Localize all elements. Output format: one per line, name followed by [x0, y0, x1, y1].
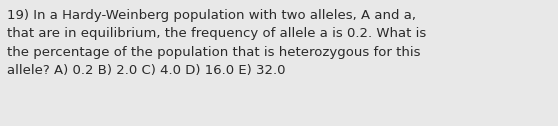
Text: 19) In a Hardy-Weinberg population with two alleles, A and a,
that are in equili: 19) In a Hardy-Weinberg population with …	[7, 9, 426, 77]
